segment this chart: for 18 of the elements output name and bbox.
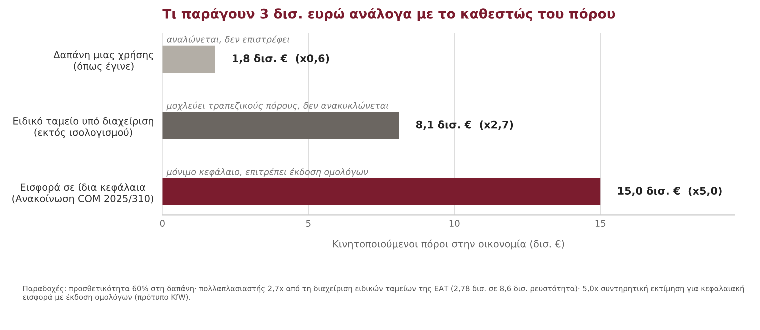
data-label: 1,8 δισ. € (x0,6): [233, 54, 330, 64]
bar: [162, 112, 400, 140]
y-tick-label: Δαπάνη μιας χρήσης (όπως έγινε): [54, 50, 154, 72]
y-tick-label: Εισφορά σε ίδια κεφάλαια (Ανακοίνωση COM 2025/310): [12, 183, 154, 204]
data-label: 15,0 δισ. € (x5,0): [618, 186, 722, 196]
x-tick-label: 5: [306, 220, 311, 228]
x-tick-label: 10: [450, 220, 460, 228]
annotation: μοχλεύει τραπεζικούς πόρους, δεν ανακυκλώνεται: [166, 102, 388, 111]
x-tick-label: 0: [160, 220, 165, 228]
annotation: μόνιμο κεφάλαιο, επιτρέπει έκδοση ομολόγων: [166, 168, 368, 178]
x-axis-title: Κινητοποιούμενοι πόροι στην οικονομία (δισ. €): [333, 240, 564, 250]
chart-title: Τι παράγουν 3 δισ. ευρώ ανάλογα με το καθεστώς του πόρου: [162, 8, 616, 22]
annotation: αναλώνεται, δεν επιστρέφει: [167, 36, 290, 45]
y-tick-label: Ειδικό ταμείο υπό διαχείριση (εκτός ισολογισμού): [14, 116, 154, 138]
bar: [162, 178, 601, 206]
data-label: 8,1 δισ. € (x2,7): [416, 120, 514, 130]
x-tick-label: 15: [596, 220, 606, 228]
bar: [162, 46, 216, 74]
